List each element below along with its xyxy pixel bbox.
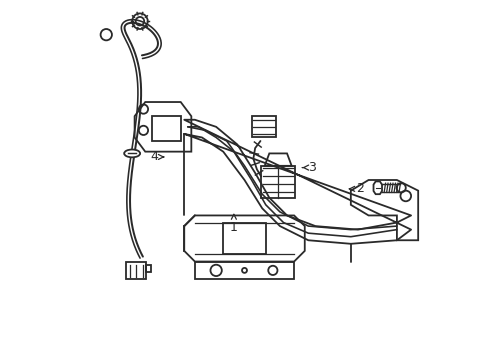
Text: 1: 1: [229, 214, 237, 234]
Ellipse shape: [124, 149, 140, 157]
Text: 4: 4: [150, 150, 163, 163]
Text: 3: 3: [302, 161, 315, 174]
Text: 2: 2: [349, 183, 363, 195]
